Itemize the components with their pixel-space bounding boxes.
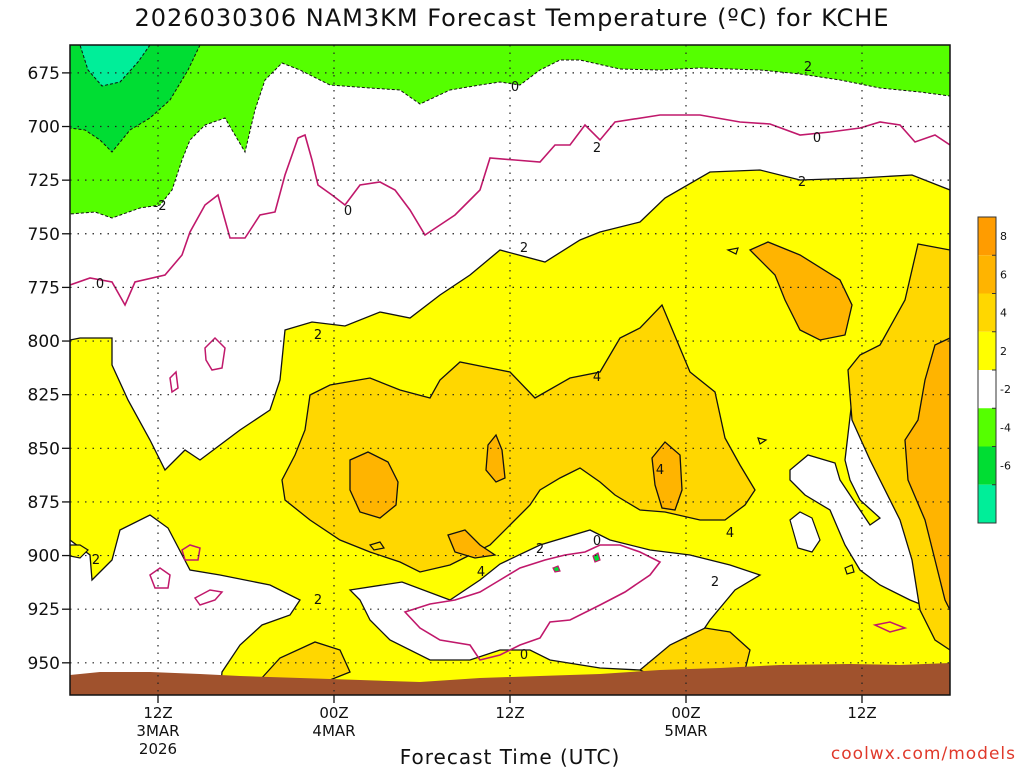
colorbar-label: 4 [1000,307,1007,320]
zero-blob-5 [181,544,201,561]
colorbar-bin [978,408,996,447]
contour-labels: 2 0 2 0 -2 0 0 2 2 2 4 0 2 4 4 2 0 2 4 2 [92,60,821,663]
y-tick-label: 850 [28,439,60,459]
zero-blob-6 [872,621,908,633]
zero-blob-3 [149,567,171,589]
y-tick-label: 775 [28,278,60,298]
two-blob-small-2 [726,247,739,255]
contour-label: 4 [477,565,485,580]
x-tick-sublabel: 2026 [139,740,177,758]
two-blob-left [70,544,89,559]
y-tick-label: 800 [28,332,60,352]
contour-label: 0 [344,204,352,219]
contour-label: 4 [726,526,734,541]
fill-6-blob-d [447,529,497,559]
two-blob-small-3 [757,437,768,445]
colorbar-label: -6 [1000,460,1011,473]
fill-white-island-right [789,511,821,553]
contour-label: 0 [520,648,528,663]
fill-6-right [904,337,950,611]
colorbar-label: -4 [1000,421,1011,434]
colorbar-label: 8 [1000,230,1007,243]
contour-label: 0 [511,80,519,95]
two-blob-small [368,541,385,551]
zero-line-lower [403,544,662,661]
contour-label: 2 [711,575,719,590]
x-tick-sublabel: 4MAR [312,722,355,740]
x-tick-label: 12Z [143,704,172,722]
contour-label: 2 [314,328,322,343]
y-tick-label: 725 [28,171,60,191]
y-axis-ticks: 675 700 725 750 775 800 825 850 875 900 925 950 [28,64,70,674]
fill-6-blob-b [485,433,506,483]
fill-minus6-top [79,45,151,87]
fill-6-upper-right [748,241,853,341]
colorbar-bin [978,217,996,256]
contour-label: 0 [593,534,601,549]
zero-blob-1 [204,336,226,371]
colorbar-label: 2 [1000,345,1007,358]
contour-label: 2 [92,553,100,568]
zero-line-upper [70,114,950,307]
y-tick-label: 675 [28,64,60,84]
colorbar-bin [978,331,996,370]
x-tick-label: 00Z [671,704,700,722]
x-axis-label: Forecast Time (UTC) [400,745,621,768]
y-tick-label: 750 [28,225,60,245]
x-tick-label: 00Z [319,704,348,722]
contour-label: 2 [798,175,806,190]
y-tick-label: 875 [28,493,60,513]
colorbar-label: -2 [1000,383,1011,396]
x-tick-label: 12Z [847,704,876,722]
contour-label: 0 [813,131,821,146]
x-tick-sublabel: 5MAR [664,722,707,740]
contour-label: 4 [593,370,601,385]
fill-4-right [847,243,950,651]
colorbar-bin [978,255,996,294]
contour-label: -2 [154,199,167,214]
colorbar-bin [978,293,996,332]
x-tick-label: 12Z [495,704,524,722]
chart-title: 2026030306 NAM3KM Forecast Temperature (… [134,4,890,32]
contour-fills [70,45,950,695]
colorbar-bin [978,446,996,485]
y-tick-label: 900 [28,547,60,567]
y-tick-label: 950 [28,654,60,674]
contour-label: 2 [804,60,812,75]
zero-blob-7 [592,552,601,563]
contour-label: 4 [656,463,664,478]
contour-label: 2 [593,141,601,156]
credit-text: coolwx.com/models [830,744,1016,764]
contour-label: 0 [96,277,104,292]
x-tick-sublabel: 3MAR [136,722,179,740]
colorbar-label: 6 [1000,268,1007,281]
two-blob-small-4 [844,564,855,575]
colorbar-bin [978,370,996,409]
zero-blob-2 [169,370,179,394]
contour-label: 2 [314,593,322,608]
colorbar: 8 6 4 2 -2 -4 -6 [977,216,1011,524]
zero-blob-8 [552,565,561,573]
zero-blob-4 [193,589,224,606]
y-tick-label: 700 [28,118,60,138]
fill-6-blob-c [651,441,683,511]
contour-label: 2 [520,241,528,256]
contour-label: 2 [536,542,544,557]
fill-4-central [281,303,756,573]
surface-terrain [70,663,950,695]
y-tick-label: 925 [28,600,60,620]
colorbar-bin [978,484,996,523]
y-tick-label: 825 [28,386,60,406]
